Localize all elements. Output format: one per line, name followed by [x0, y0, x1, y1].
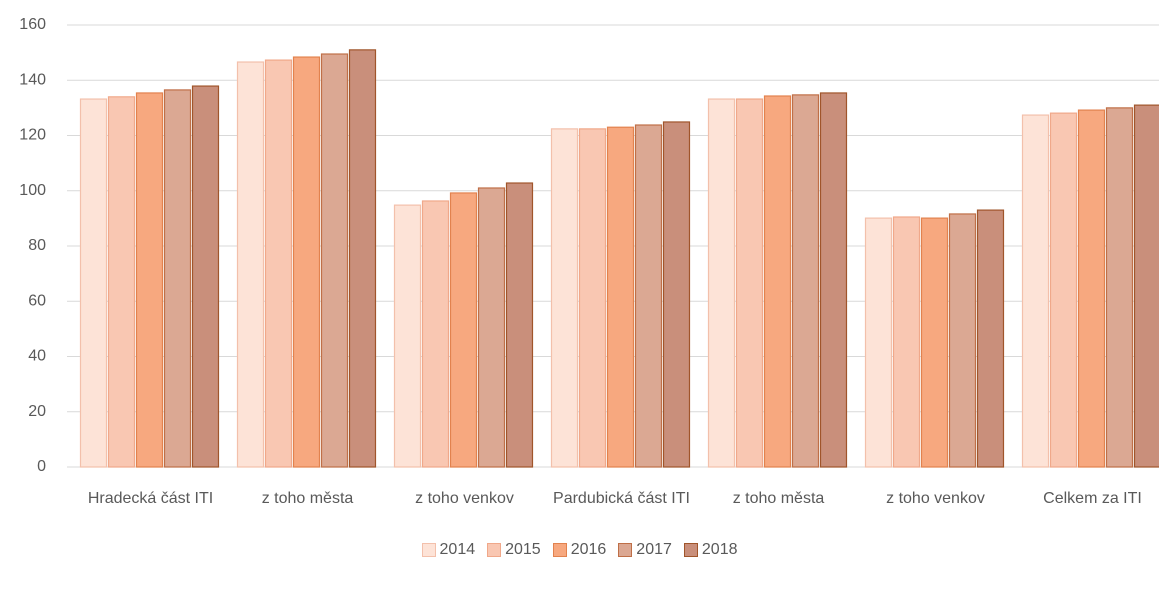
bar	[421, 200, 450, 468]
bar	[292, 56, 321, 468]
bar	[1133, 104, 1159, 468]
legend-swatch	[618, 543, 633, 557]
legend-label: 2016	[570, 541, 607, 558]
bar	[606, 126, 635, 468]
bar	[634, 124, 663, 468]
y-tick-label: 40	[28, 348, 46, 365]
bar	[107, 96, 136, 468]
y-tick-label: 80	[28, 237, 46, 254]
legend-swatch	[487, 543, 502, 557]
bar	[163, 89, 192, 468]
bar	[892, 216, 921, 468]
y-tick-label: 120	[19, 127, 46, 144]
bar	[135, 92, 164, 468]
bar	[920, 217, 949, 468]
x-tick-label: Pardubická část ITI	[553, 490, 690, 507]
x-tick-label: z toho města	[732, 490, 825, 507]
bar	[791, 94, 820, 468]
legend-label: 2014	[439, 541, 476, 558]
bar	[976, 209, 1005, 468]
bar	[763, 95, 792, 468]
bar	[1077, 109, 1106, 468]
y-tick-label: 140	[19, 71, 46, 88]
bar	[236, 61, 265, 468]
legend-item: 2017	[618, 541, 672, 559]
bar	[550, 128, 579, 468]
x-tick-label: Celkem za ITI	[1043, 490, 1142, 507]
bar	[864, 217, 893, 468]
bar	[477, 187, 506, 468]
bar	[578, 128, 607, 468]
bar	[662, 121, 691, 468]
x-tick-label: z toho venkov	[415, 490, 514, 507]
legend-item: 2016	[552, 541, 607, 559]
bar	[819, 92, 848, 468]
legend-swatch	[683, 543, 698, 557]
legend-swatch	[421, 543, 436, 557]
bar	[449, 192, 478, 468]
bar	[348, 49, 377, 468]
bar	[264, 59, 293, 468]
bar	[948, 213, 977, 468]
y-tick-label: 20	[28, 403, 46, 420]
legend-item: 2015	[487, 541, 541, 559]
legend-item: 2014	[421, 541, 476, 559]
bar	[707, 98, 736, 468]
y-tick-label: 0	[37, 458, 46, 475]
y-tick-label: 160	[19, 16, 46, 33]
bar	[505, 182, 534, 468]
bar	[191, 85, 220, 468]
bar	[393, 204, 422, 468]
legend-swatch	[552, 543, 567, 557]
x-tick-label: z toho města	[261, 490, 354, 507]
x-tick-label: Hradecká část ITI	[87, 490, 214, 507]
x-tick-label: z toho venkov	[886, 490, 985, 507]
bar	[320, 53, 349, 468]
legend-item: 2018	[683, 541, 738, 559]
bar	[735, 98, 764, 468]
bar	[79, 98, 108, 468]
bar	[1105, 107, 1134, 468]
bar	[1021, 114, 1050, 468]
legend: 2014 2015 2016 2017 2018	[0, 541, 1159, 559]
y-tick-label: 60	[28, 292, 46, 309]
legend-label: 2015	[505, 541, 541, 558]
legend-label: 2018	[701, 541, 738, 558]
bar	[1049, 112, 1078, 468]
y-tick-label: 100	[19, 182, 46, 199]
legend-label: 2017	[636, 541, 672, 558]
